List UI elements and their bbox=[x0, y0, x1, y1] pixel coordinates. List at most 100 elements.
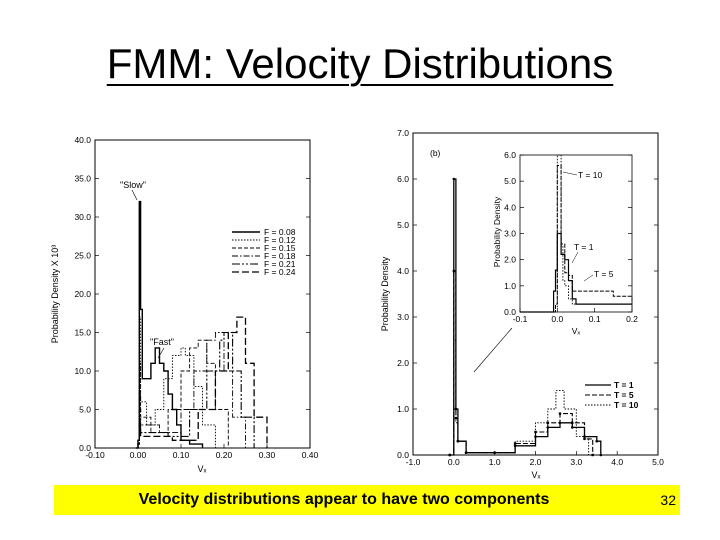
right-chart-inset: -0.1 0.0 0.1 0.20.01.02.03.04.05.06.0 (b) P… bbox=[430, 140, 638, 336]
inset-xtick-label: 0.1 bbox=[589, 314, 601, 324]
right-chart-series-point bbox=[595, 439, 599, 443]
left-chart-xlabel: Vₓ bbox=[198, 464, 207, 474]
left-chart-ytick-label: 35.0 bbox=[74, 174, 91, 184]
inset-ytick-label: 4.0 bbox=[504, 202, 516, 212]
slide-title: FMM: Velocity Distributions bbox=[0, 40, 720, 88]
right-chart-series-point bbox=[571, 421, 574, 424]
right-chart-series-point bbox=[546, 426, 550, 429]
inset-xtick-label: 0.2 bbox=[626, 314, 638, 324]
right-chart-series-line bbox=[449, 339, 590, 456]
right-chart-series-point bbox=[591, 453, 594, 457]
left-chart-series-line bbox=[137, 316, 216, 448]
left-chart-xtick-label: 0.10 bbox=[173, 450, 190, 460]
right-chart-xtick-label: 4.0 bbox=[611, 457, 623, 467]
inset-annotation-t5: T = 5 bbox=[594, 269, 614, 279]
left-chart-ylabel: Probability Density X 10³ bbox=[50, 245, 60, 344]
left-chart-legend-label: F = 0.08 bbox=[264, 227, 296, 237]
right-chart-legend-label: T = 1 bbox=[614, 380, 634, 390]
right-chart-xtick-label: 1.0 bbox=[489, 457, 501, 467]
inset-ytick-label: 1.0 bbox=[504, 281, 516, 291]
inset-annotation-t5-arrow bbox=[583, 274, 594, 282]
left-chart-ytick-label: 0.0 bbox=[79, 443, 91, 453]
left-chart-ytick-label: 5.0 bbox=[79, 405, 91, 415]
left-chart-legend-label: F = 0.24 bbox=[264, 267, 296, 277]
caption-bar: Velocity distributions appear to have tw… bbox=[54, 485, 680, 515]
inset-ytick-label: 5.0 bbox=[504, 176, 516, 186]
right-chart-ytick-label: 2.0 bbox=[397, 358, 409, 368]
left-chart-ytick-label: 25.0 bbox=[74, 251, 91, 261]
inset-ticks: -0.1 0.0 0.1 0.20.01.02.03.04.05.06.0 bbox=[504, 150, 638, 324]
right-chart-series-point bbox=[493, 451, 496, 454]
right-chart-ytick-label: 0.0 bbox=[397, 450, 409, 460]
left-chart-annotation-slow-arrow bbox=[131, 189, 138, 201]
left-chart-annotation-slow: "Slow" bbox=[120, 180, 146, 190]
left-chart-ytick-label: 10.0 bbox=[74, 366, 91, 376]
inset-xlabel: Vₓ bbox=[572, 326, 581, 336]
left-chart-series-line bbox=[135, 200, 204, 449]
right-chart-series-point bbox=[583, 437, 586, 441]
slide-title-text: FMM: Velocity Distributions bbox=[106, 40, 614, 87]
left-chart-ytick-label: 40.0 bbox=[74, 135, 91, 145]
left-chart-xtick-label: 0.20 bbox=[216, 450, 233, 460]
left-chart-xtick-label: 0.00 bbox=[130, 450, 147, 460]
inset-ytick-label: 3.0 bbox=[504, 229, 516, 239]
inset-annotation-t1-arrow bbox=[571, 251, 579, 264]
left-chart-ytick-label: 30.0 bbox=[74, 212, 91, 222]
left-chart-xtick-label: 0.30 bbox=[259, 450, 276, 460]
inset-ytick-label: 2.0 bbox=[504, 255, 516, 265]
right-chart: -1.0 0.0 1.0 2.0 3.0 4.0 5.00.01.02.03.04.05.0… bbox=[380, 128, 664, 480]
left-chart-series bbox=[135, 200, 268, 449]
left-chart-series-line bbox=[137, 331, 255, 448]
left-chart-annotation-fast: "Fast" bbox=[150, 337, 174, 347]
inset-series bbox=[520, 154, 633, 313]
inset-ylabel: Probability Density bbox=[492, 196, 502, 267]
right-chart-ytick-label: 1.0 bbox=[397, 404, 409, 414]
right-chart-xtick-label: 3.0 bbox=[570, 457, 582, 467]
left-chart-annotation-fast-arrow bbox=[157, 347, 165, 359]
right-chart-series-point bbox=[558, 412, 562, 415]
right-chart-xlabel: Vₓ bbox=[532, 470, 541, 480]
right-chart-ylabel: Probability Density bbox=[380, 256, 390, 331]
right-chart-ytick-label: 3.0 bbox=[397, 312, 409, 322]
left-chart-ticks: -0.10 0.00 0.10 0.20 0.30 0.40 0.0 5.0 10.0 15.0 2… bbox=[74, 135, 318, 460]
right-chart-ticks: -1.0 0.0 1.0 2.0 3.0 4.0 5.00.01.02.03.04.05.0… bbox=[397, 128, 664, 467]
right-chart-ytick-label: 4.0 bbox=[397, 266, 409, 276]
page-number: 32 bbox=[660, 492, 676, 508]
left-chart-series-line bbox=[137, 339, 229, 448]
right-chart-legend-label: T = 5 bbox=[614, 390, 634, 400]
inset-panel-label: (b) bbox=[430, 148, 441, 158]
right-chart-series bbox=[448, 177, 603, 457]
left-chart-xtick-label: -0.10 bbox=[85, 450, 105, 460]
inset-series-line bbox=[520, 154, 633, 313]
inset-xtick-label: -0.1 bbox=[513, 314, 528, 324]
right-chart-ytick-label: 7.0 bbox=[397, 128, 409, 138]
right-chart-legend-label: T = 10 bbox=[614, 400, 639, 410]
left-chart-ytick-label: 20.0 bbox=[74, 289, 91, 299]
right-chart-ytick-label: 5.0 bbox=[397, 220, 409, 230]
right-chart-series-point bbox=[456, 440, 460, 443]
right-chart-xtick-label: 0.0 bbox=[448, 457, 460, 467]
right-chart-series-point bbox=[513, 442, 517, 445]
inset-series-line bbox=[520, 232, 632, 313]
left-chart-legend-label: F = 0.18 bbox=[264, 251, 296, 261]
right-chart-series-point bbox=[448, 453, 451, 457]
inset-annotation-t1: T = 1 bbox=[574, 242, 594, 252]
right-chart-series-point bbox=[546, 421, 549, 424]
left-chart-xtick-label: 0.40 bbox=[302, 450, 319, 460]
right-chart-series-point bbox=[452, 269, 456, 273]
right-chart-series-point bbox=[599, 453, 603, 457]
right-chart-series-point bbox=[570, 426, 574, 429]
inset-callout-arrow bbox=[473, 327, 513, 373]
right-chart-ytick-label: 6.0 bbox=[397, 174, 409, 184]
left-chart-legend-label: F = 0.12 bbox=[264, 235, 296, 245]
left-chart-series-line bbox=[137, 316, 268, 448]
left-chart-legend: F = 0.08F = 0.12F = 0.15F = 0.18F = 0.21… bbox=[232, 227, 296, 277]
inset-ytick-label: 0.0 bbox=[504, 307, 516, 317]
caption-text: Velocity distributions appear to have tw… bbox=[138, 491, 550, 508]
left-chart-legend-label: F = 0.21 bbox=[264, 259, 296, 269]
right-chart-series-point bbox=[452, 177, 456, 181]
right-chart-xtick-label: 5.0 bbox=[652, 457, 664, 467]
left-chart-legend-label: F = 0.15 bbox=[264, 243, 296, 253]
right-chart-xtick-label: 2.0 bbox=[530, 457, 542, 467]
